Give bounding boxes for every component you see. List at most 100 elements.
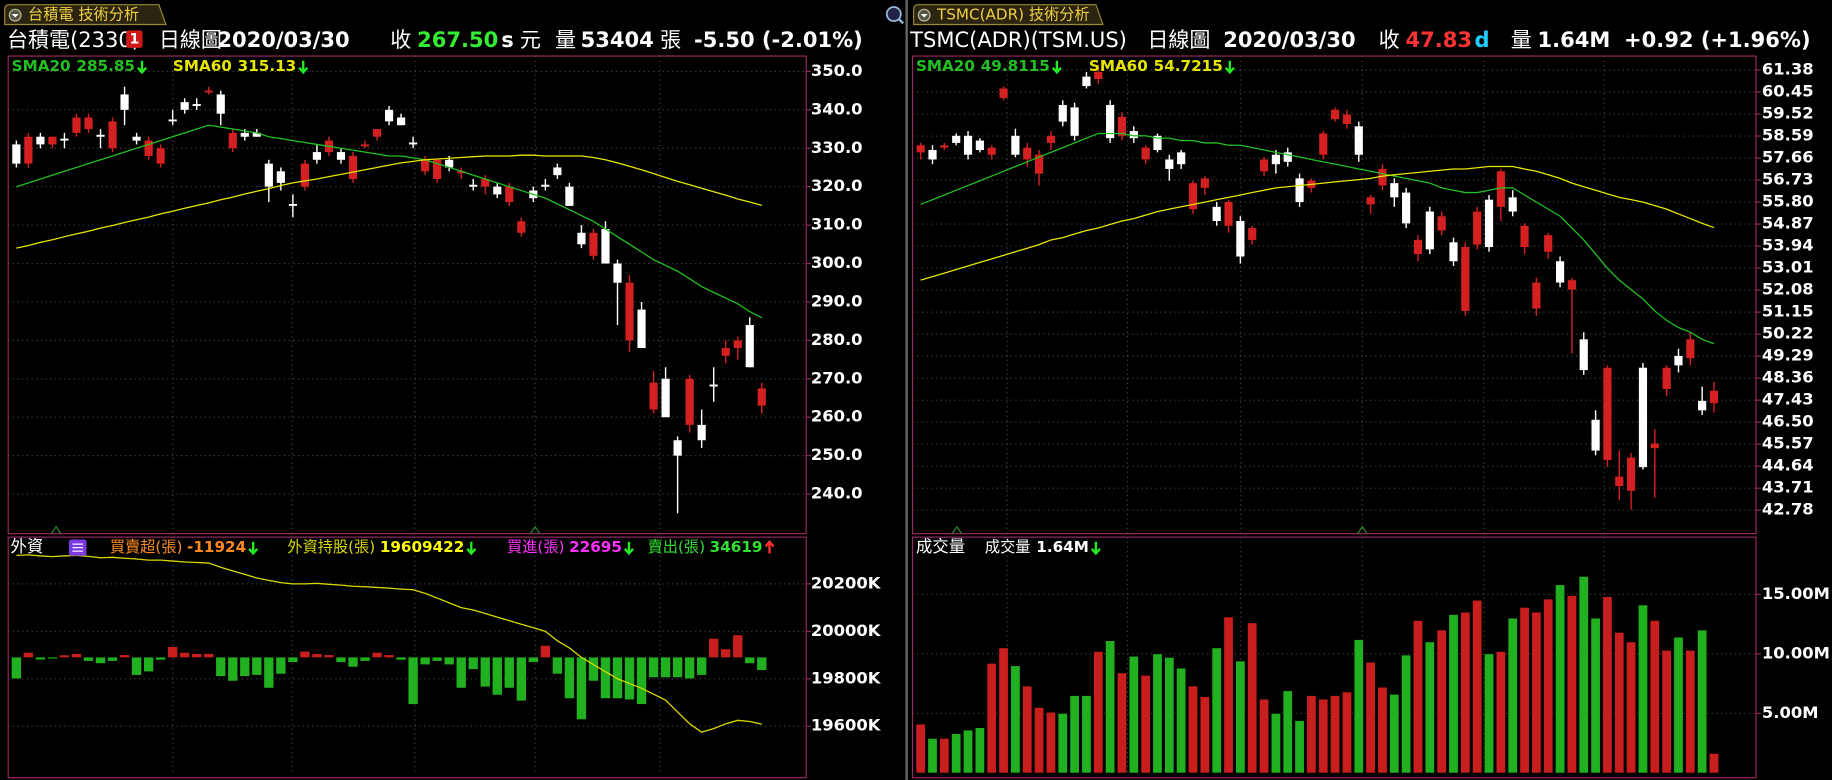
candle-body bbox=[132, 136, 141, 141]
volume-bar bbox=[1436, 629, 1447, 774]
volume-bar bbox=[1164, 657, 1175, 774]
y-tick-label: 290.0 bbox=[811, 291, 863, 310]
net-bar bbox=[83, 657, 94, 661]
zoom-icon[interactable] bbox=[885, 6, 904, 25]
candle-body bbox=[1508, 197, 1517, 212]
y-tick-label: 350.0 bbox=[811, 61, 863, 80]
volume-bar bbox=[1673, 636, 1684, 774]
candle-body bbox=[637, 309, 646, 349]
net-bar bbox=[540, 645, 551, 658]
candle-body bbox=[1484, 199, 1494, 248]
candle-body bbox=[1271, 154, 1280, 165]
net-bar bbox=[600, 657, 611, 699]
y-tick-label: 46.50 bbox=[1762, 412, 1814, 431]
candle-body bbox=[577, 232, 586, 245]
volume-bar bbox=[1649, 620, 1660, 774]
legend-name: SMA60 bbox=[173, 57, 232, 75]
candle-body bbox=[445, 159, 454, 168]
candle-body bbox=[928, 150, 937, 160]
legend-name: SMA20 bbox=[916, 57, 975, 75]
net-bar bbox=[552, 657, 563, 674]
legend-name: 買賣超(張) bbox=[110, 538, 183, 556]
volume-bar bbox=[1081, 695, 1092, 774]
net-bar bbox=[564, 657, 575, 699]
volume-bar bbox=[1555, 584, 1566, 774]
volume-bar bbox=[986, 663, 997, 774]
volume-bar bbox=[1484, 653, 1494, 774]
header-unit: 元 bbox=[520, 27, 541, 52]
volume-bar bbox=[1661, 650, 1672, 774]
legend-name: 賣出(張) bbox=[648, 538, 705, 556]
candle-body bbox=[1603, 367, 1612, 461]
header-volume: 53404 bbox=[581, 27, 654, 52]
candle-body bbox=[517, 221, 526, 233]
axis-marker bbox=[1357, 525, 1368, 534]
header-volume-label: 量 bbox=[1511, 27, 1532, 52]
net-bar bbox=[131, 657, 142, 675]
net-bar bbox=[588, 657, 599, 681]
price-frame bbox=[911, 55, 1757, 535]
lower-title: 成交量 bbox=[916, 537, 965, 556]
candle-body bbox=[1354, 126, 1363, 155]
candle-body bbox=[1011, 135, 1020, 155]
legend-name: 成交量 bbox=[985, 538, 1031, 556]
candle-body bbox=[240, 132, 249, 137]
candle-body bbox=[1496, 171, 1505, 207]
candle-body bbox=[1638, 367, 1648, 468]
net-bar bbox=[636, 657, 647, 705]
volume-bar bbox=[1424, 641, 1435, 774]
net-bar bbox=[252, 657, 262, 675]
candle-body bbox=[1200, 178, 1209, 188]
net-bar bbox=[155, 657, 166, 660]
net-bar bbox=[216, 657, 226, 677]
candle-body bbox=[252, 132, 261, 137]
net-bar bbox=[35, 657, 46, 660]
candle-body bbox=[1236, 220, 1245, 257]
volume-bar bbox=[1176, 667, 1187, 774]
trend-arrow bbox=[1090, 541, 1101, 556]
header-change: +0.92 (+1.96%) bbox=[1624, 27, 1811, 52]
net-bar bbox=[71, 653, 82, 658]
net-bar bbox=[11, 657, 22, 679]
y-tick-label: 53.01 bbox=[1762, 258, 1814, 277]
candle-body bbox=[1058, 105, 1067, 122]
candle-body bbox=[685, 378, 694, 425]
net-bar bbox=[648, 657, 659, 678]
trend-arrow bbox=[1051, 60, 1062, 75]
holdings-line bbox=[16, 554, 762, 733]
price-frame bbox=[7, 55, 807, 535]
net-bar bbox=[167, 646, 178, 658]
y-tick-label: 240.0 bbox=[811, 484, 863, 503]
y-tick-label: 54.87 bbox=[1762, 214, 1814, 233]
candle-body bbox=[1686, 339, 1695, 359]
candle-body bbox=[1437, 216, 1446, 231]
candle-body bbox=[1449, 242, 1458, 262]
volume-bar bbox=[1637, 604, 1648, 774]
volume-bar bbox=[1318, 698, 1329, 774]
volume-bar bbox=[1341, 691, 1352, 774]
candle-body bbox=[916, 145, 925, 153]
header-volume-label: 量 bbox=[555, 27, 576, 52]
net-bar bbox=[745, 657, 755, 664]
volume-bar bbox=[927, 738, 938, 774]
y-tick-label: 340.0 bbox=[811, 99, 863, 118]
y-tick-label: 270.0 bbox=[811, 368, 863, 387]
candle-body bbox=[1615, 476, 1624, 487]
trend-arrow bbox=[623, 541, 634, 556]
volume-bar bbox=[1330, 695, 1341, 774]
candle-body bbox=[1023, 147, 1032, 160]
candle-body bbox=[1425, 211, 1434, 250]
volume-bar bbox=[1306, 695, 1317, 774]
net-bar bbox=[107, 657, 118, 661]
candle-body bbox=[312, 152, 322, 160]
volume-bar bbox=[1116, 672, 1127, 774]
volume-bar bbox=[1578, 576, 1589, 774]
candle-body bbox=[505, 186, 514, 203]
volume-bar bbox=[1377, 686, 1388, 774]
candle-body bbox=[180, 102, 189, 110]
net-bar bbox=[492, 657, 502, 695]
volume-bar bbox=[1602, 596, 1613, 774]
net-bar bbox=[444, 657, 454, 665]
volume-bar bbox=[1140, 675, 1151, 774]
